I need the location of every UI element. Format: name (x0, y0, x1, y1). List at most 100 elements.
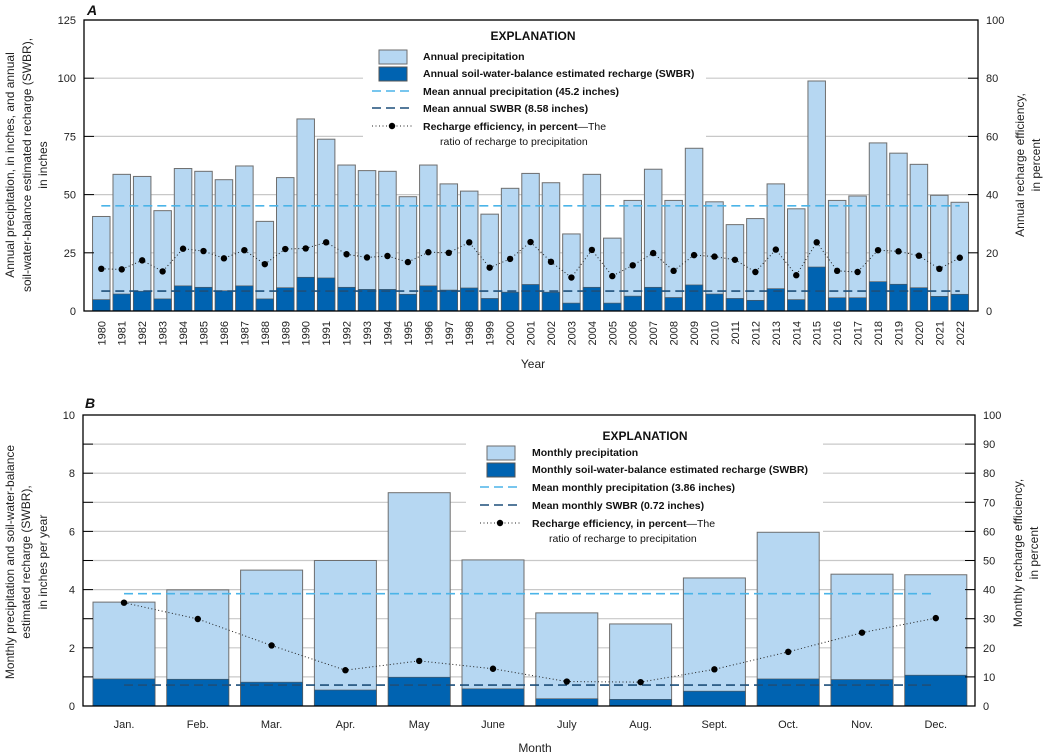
legend-recharge-swatch (378, 66, 408, 82)
efficiency-point (915, 252, 923, 259)
y-axis-title-line: Annual precipitation, in inches, and ann… (3, 52, 17, 278)
y-tick-label: 125 (58, 15, 76, 27)
y2-tick-label: 40 (983, 585, 995, 597)
y2-tick-label: 20 (986, 248, 998, 260)
x-tick-label: 1989 (280, 321, 292, 345)
legend-title: EXPLANATION (490, 29, 575, 43)
efficiency-point (200, 247, 207, 255)
recharge-bar (166, 678, 230, 707)
recharge-bar (174, 285, 193, 312)
x-tick-label: Apr. (336, 719, 356, 731)
y2-axis-title-line: Monthly recharge efficiency, (1011, 479, 1025, 627)
efficiency-point (98, 265, 105, 273)
y2-tick-label: 0 (986, 306, 992, 318)
y-tick-label: 6 (69, 526, 75, 538)
recharge-bar (683, 690, 746, 707)
recharge-bar (807, 266, 826, 312)
legend-label: Mean annual precipitation (45.2 inches) (423, 86, 619, 98)
recharge-bar (828, 297, 847, 312)
y-tick-label: 50 (64, 190, 76, 202)
y2-tick-label: 90 (983, 439, 995, 451)
recharge-bar (133, 290, 152, 312)
precipitation-bar (682, 577, 746, 707)
x-tick-label: Feb. (187, 719, 209, 731)
efficiency-point (629, 262, 636, 269)
efficiency-point (220, 255, 228, 262)
recharge-bar (255, 298, 274, 312)
recharge-bar (461, 688, 525, 707)
x-tick-label: 2008 (669, 321, 681, 345)
x-tick-label: 2016 (832, 321, 844, 345)
x-tick-label: June (481, 719, 505, 731)
recharge-bar (235, 285, 254, 312)
x-tick-label: 1996 (423, 321, 435, 345)
x-tick-label: 2000 (505, 321, 517, 345)
recharge-bar (766, 288, 785, 312)
efficiency-point (956, 254, 963, 261)
legend-label: Mean annual SWBR (8.58 inches) (423, 103, 588, 115)
y-tick-label: 100 (58, 73, 76, 85)
efficiency-point (120, 599, 128, 606)
y2-tick-label: 50 (983, 556, 995, 568)
efficiency-point (282, 245, 289, 253)
x-tick-label: 2004 (587, 321, 599, 345)
recharge-bar (756, 678, 820, 707)
efficiency-point (527, 238, 534, 246)
recharge-bar (889, 283, 908, 312)
x-tick-label: 1982 (137, 321, 149, 345)
plot-frame (83, 19, 979, 312)
x-tick-label: 2010 (710, 321, 722, 345)
recharge-bar (746, 299, 765, 312)
recharge-bar (419, 285, 438, 312)
recharge-bar (439, 289, 458, 312)
y-tick-label: 0 (69, 701, 75, 713)
y-axis-title-line: soil-water-balance estimated recharge (S… (20, 38, 34, 292)
y2-tick-label: 40 (986, 190, 998, 202)
y2-tick-label: 70 (983, 497, 995, 509)
efficiency-point (936, 265, 943, 273)
x-tick-label: 2005 (607, 321, 619, 345)
x-tick-label: 2006 (628, 321, 640, 345)
precipitation-bar (480, 213, 499, 312)
efficiency-point (609, 272, 616, 280)
x-tick-label: 2007 (648, 321, 660, 345)
x-tick-label: 1991 (321, 321, 333, 345)
recharge-bar (685, 284, 704, 312)
recharge-bar (830, 679, 894, 707)
x-tick-label: 1986 (219, 321, 231, 345)
legend-background (363, 22, 706, 148)
y2-axis-title-line: Annual recharge efficiency, (1013, 93, 1027, 237)
legend-label: Annual soil-water-balance estimated rech… (423, 68, 694, 80)
x-tick-label: 2012 (750, 321, 762, 345)
x-tick-label: 1998 (464, 321, 476, 345)
x-tick-label: 1983 (158, 321, 170, 345)
efficiency-point (268, 642, 275, 649)
x-tick-label: 2002 (546, 321, 558, 345)
efficiency-point (363, 254, 371, 261)
x-tick-label: May (409, 719, 430, 731)
recharge-bar (357, 289, 377, 312)
recharge-bar (930, 296, 949, 312)
efficiency-point (731, 256, 739, 263)
efficiency-point (506, 255, 514, 263)
x-tick-label: 2020 (914, 321, 926, 345)
x-tick-label: 2021 (934, 321, 946, 345)
recharge-bar (848, 297, 867, 312)
efficiency-point (649, 249, 657, 257)
efficiency-point (895, 248, 902, 255)
x-tick-label: 1997 (444, 321, 456, 345)
recharge-bar (387, 676, 451, 707)
efficiency-point (425, 249, 432, 256)
efficiency-point (711, 253, 718, 260)
legend-label: Monthly soil-water-balance estimated rec… (532, 464, 808, 476)
y-axis-title-line: in inches (36, 141, 50, 188)
legend-label: ratio of recharge to precipitation (440, 136, 588, 148)
efficiency-point (854, 268, 861, 276)
y-tick-label: 10 (63, 410, 75, 422)
efficiency-point (466, 239, 473, 246)
precipitation-bar (387, 492, 451, 707)
efficiency-point (118, 266, 125, 273)
recharge-bar (535, 698, 599, 707)
legend-efficiency-point (496, 519, 504, 527)
